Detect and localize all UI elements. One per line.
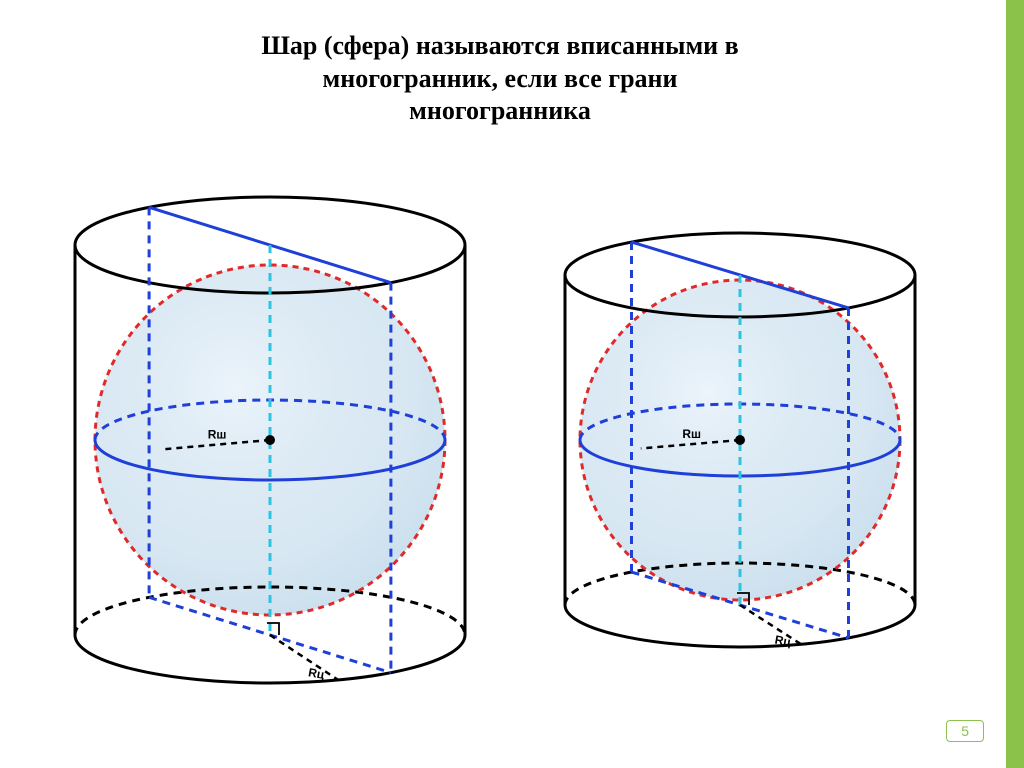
cyl-bottom-front [75, 635, 465, 683]
diagram-svg: Rш Rц Rш Rц [30, 180, 990, 700]
figure-0: Rш Rц [75, 197, 465, 683]
page-number: 5 [946, 720, 984, 742]
r-sphere-label: Rш [682, 427, 701, 441]
r-cyl-label: Rц [774, 633, 793, 650]
cyl-bottom-front [565, 605, 915, 647]
title-line1: Шар (сфера) называются вписанными в [261, 31, 738, 60]
r-cyl-line [740, 605, 801, 644]
page-title: Шар (сфера) называются вписанными в мног… [0, 30, 1000, 128]
title-line2: многогранник, если все грани [323, 64, 678, 93]
diagram-area: Rш Rц Rш Rц [30, 180, 990, 700]
r-cyl-line [270, 635, 338, 680]
r-cyl-label: Rц [307, 665, 326, 682]
r-sphere-label: Rш [208, 428, 227, 442]
figure-1: Rш Rц [565, 233, 915, 649]
accent-bar [1006, 0, 1024, 768]
title-line3: многогранника [409, 96, 591, 125]
